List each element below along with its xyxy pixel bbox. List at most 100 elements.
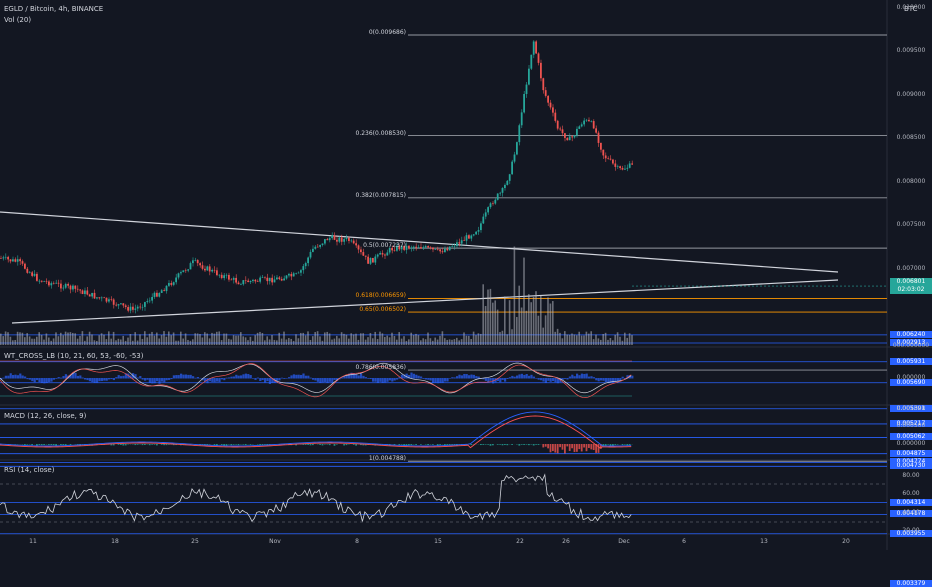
bar-countdown: 02:03:02 — [890, 286, 932, 294]
wt-bar — [324, 378, 326, 382]
candle-body — [7, 257, 9, 259]
wt-bar — [538, 378, 540, 380]
macd-bar — [238, 444, 240, 445]
macd-bar — [163, 444, 165, 445]
macd-bar — [542, 444, 544, 447]
volume-bar — [542, 328, 544, 345]
wt-bar — [94, 378, 96, 383]
wt-bar — [19, 374, 21, 379]
time-axis-label: 22 — [516, 538, 524, 545]
price-chart[interactable] — [0, 0, 932, 550]
macd-bar — [617, 444, 619, 445]
volume-bar — [403, 336, 405, 345]
volume-bar — [590, 331, 592, 345]
macd-bar — [154, 444, 156, 445]
macd-bar — [410, 444, 412, 445]
volume-bar — [221, 340, 223, 345]
volume-bar — [487, 290, 489, 345]
volume-bar — [562, 338, 564, 345]
wt-bar — [182, 375, 184, 379]
volume-bar — [7, 332, 9, 345]
candle-body — [384, 255, 386, 256]
volume-bar — [202, 337, 204, 345]
volume-bar — [540, 296, 542, 345]
wt-bar — [34, 378, 36, 382]
wt-bar — [230, 377, 232, 379]
candle-body — [422, 247, 424, 248]
wt-bar — [257, 378, 259, 379]
wt-bar — [434, 378, 436, 383]
volume-bar — [122, 336, 124, 345]
candle-body — [600, 143, 602, 150]
candle-body — [62, 288, 64, 289]
time-axis-label: 25 — [191, 538, 199, 545]
price-axis-label: 0.009000 — [890, 91, 932, 98]
volume-bar — [394, 336, 396, 345]
wt-bar — [36, 378, 38, 380]
volume-bar — [295, 334, 297, 345]
wt-bar — [312, 378, 314, 380]
volume-bar — [535, 291, 537, 345]
wt-bar — [278, 378, 280, 380]
candle-body — [478, 230, 480, 232]
wt-bar — [266, 378, 268, 381]
wt-bar — [264, 378, 266, 382]
volume-bar — [521, 308, 523, 345]
wt-bar — [382, 378, 384, 383]
wt-bar — [509, 377, 511, 378]
candle-body — [24, 264, 26, 269]
candle-body — [240, 284, 242, 285]
macd-bar — [574, 444, 576, 452]
wt-bar — [605, 378, 607, 382]
candle-body — [593, 121, 595, 128]
volume-bar — [372, 338, 374, 345]
wt-bar — [528, 376, 530, 379]
volume-bar — [312, 336, 314, 345]
candle-body — [228, 275, 230, 280]
volume-bar — [298, 338, 300, 345]
candle-body — [170, 283, 172, 285]
wt-bar — [252, 378, 254, 379]
chart-stage[interactable]: EGLD / Bitcoin, 4h, BINANCE Vol (20) BTC… — [0, 0, 932, 550]
level-tag: 0.005931 — [890, 358, 932, 365]
candle-body — [290, 274, 292, 276]
macd-bar — [134, 444, 136, 445]
candle-body — [338, 237, 340, 241]
candle-body — [631, 163, 633, 164]
wt-bar — [461, 375, 463, 378]
volume-bar — [442, 331, 444, 345]
volume-bar — [41, 335, 43, 345]
macd-bar — [230, 444, 232, 445]
candle-body — [386, 252, 388, 255]
wt-bar — [470, 375, 472, 379]
wt-bar — [307, 376, 309, 379]
volume-bar — [410, 333, 412, 345]
candle-body — [482, 217, 484, 224]
candle-body — [108, 299, 110, 301]
wt-bar — [242, 374, 244, 378]
wt-bar — [607, 378, 609, 383]
candle-body — [118, 304, 120, 305]
wt-bar — [550, 378, 552, 382]
candle-body — [151, 297, 153, 301]
volume-bar — [478, 333, 480, 345]
wt-bar — [254, 378, 256, 380]
volume-bar — [300, 333, 302, 345]
wt-bar — [310, 378, 312, 379]
candle-body — [329, 238, 331, 240]
wt-bar — [211, 378, 213, 382]
candle-body — [370, 258, 372, 264]
wt-bar — [108, 378, 110, 379]
candle-body — [31, 272, 33, 276]
descending-trendline — [0, 212, 838, 272]
volume-bar — [324, 332, 326, 345]
macd-bar — [334, 444, 336, 446]
candle-body — [497, 194, 499, 200]
volume-bar — [530, 302, 532, 345]
wt-bar — [437, 378, 439, 383]
volume-bar — [10, 337, 12, 345]
macd-bar — [576, 444, 578, 452]
candle-body — [578, 126, 580, 129]
candle-body — [612, 160, 614, 164]
fib-label: 0(0.009686) — [369, 29, 406, 36]
